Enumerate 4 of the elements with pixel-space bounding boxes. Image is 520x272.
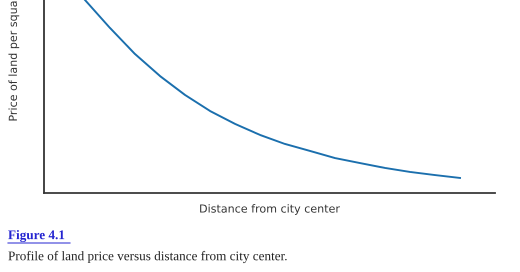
y-axis-title: Price of land per squa <box>8 2 20 120</box>
x-axis-title: Distance from city center <box>200 204 340 215</box>
caption: Figure 4.1 <box>8 230 64 242</box>
text: Profile of land price versus distance from city center. <box>8 250 287 264</box>
